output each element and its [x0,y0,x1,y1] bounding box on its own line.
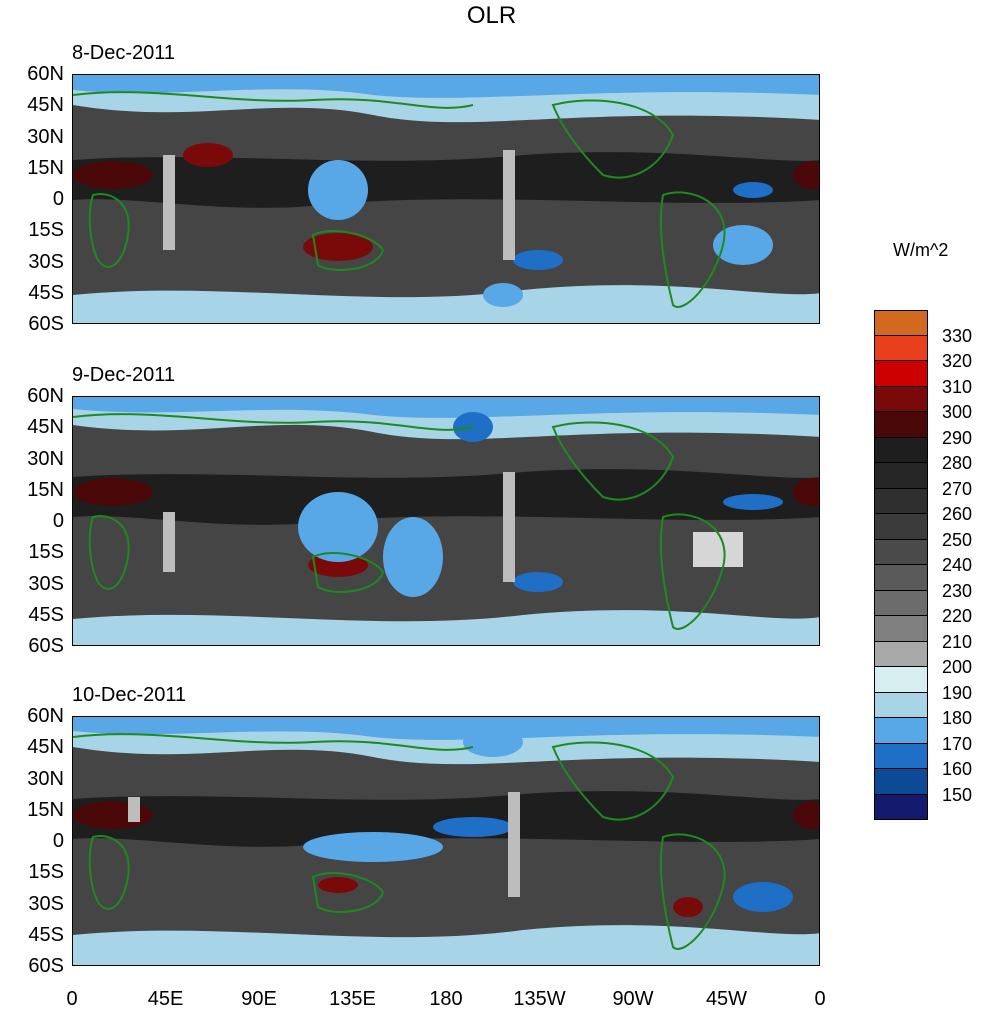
panel-2-date: 9-Dec-2011 [72,364,176,386]
colorbar-level-label: 270 [942,478,973,499]
map-panel-2 [72,396,820,646]
lat-label: 60N [27,705,64,727]
panel-3-date: 10-Dec-2011 [72,684,187,706]
colorbar-level-label: 170 [942,733,973,754]
colorbar-swatch [874,335,928,361]
lon-label: 135E [329,988,376,1010]
colorbar-level-label: 320 [942,351,973,371]
lat-label: 30S [28,572,64,595]
lat-label: 0 [52,188,64,210]
colorbar-level-label: 280 [942,453,973,473]
lat-label: 45S [28,281,64,304]
colorbar-swatch [874,565,928,591]
olr-map-2 [72,396,820,646]
lon-label: 0 [66,988,78,1010]
olr-map-1 [72,74,820,324]
colorbar-swatch [874,386,928,412]
olr-field-3 [73,717,819,965]
lat-label: 15S [28,219,64,242]
colorbar-swatch [874,718,928,744]
colorbar-level-label: 250 [942,529,973,550]
colorbar-level-label: 160 [942,759,973,779]
colorbar-level-label: 330 [942,325,973,346]
olr-field-2 [73,397,819,645]
lat-label: 30N [27,767,64,790]
map-panel-1 [72,74,820,324]
lat-label: 15S [28,861,64,884]
colorbar-swatch [874,769,928,795]
colorbar-swatch [874,692,928,718]
lon-label: 90W [612,988,654,1010]
lat-label: 45N [27,416,64,439]
lon-label: 180 [429,988,463,1010]
colorbar-swatch [874,412,928,438]
colorbar-level-label: 310 [942,376,973,397]
lon-label: 90E [241,988,277,1010]
lat-label: 30S [28,892,64,915]
lat-label: 60S [28,313,64,335]
colorbar-swatch [874,641,928,667]
figure-title: OLR [466,2,517,29]
colorbar-swatch [874,361,928,387]
colorbar-level-label: 300 [942,402,973,422]
colorbar-swatch [874,539,928,565]
colorbar-level-label: 190 [942,682,973,703]
lat-label: 0 [52,510,64,532]
lat-label: 15N [27,156,64,179]
lon-label: 45W [705,988,748,1010]
colorbar-swatch [874,667,928,693]
lat-label: 45N [27,94,64,117]
lat-label: 15N [27,478,64,501]
colorbar-level-label: 180 [942,708,973,728]
colorbar-swatch [874,794,928,820]
lat-label: 15S [28,541,64,564]
lat-label: 30N [27,125,64,148]
colorbar-swatch [874,514,928,540]
colorbar-swatch [874,743,928,769]
lat-label: 0 [52,830,64,852]
lat-label: 60S [28,955,64,977]
lon-label: 45E [147,988,184,1010]
lat-label: 60S [28,635,64,657]
lon-label: 135W [513,988,566,1010]
colorbar-level-label: 230 [942,580,973,601]
lat-label: 15N [27,798,64,821]
colorbar-level-label: 150 [942,784,973,805]
lat-label: 60N [27,385,64,407]
olr-map-3 [72,716,820,966]
colorbar [874,310,928,820]
lat-label: 30S [28,250,64,273]
olr-field-1 [73,75,819,323]
colorbar-swatch [874,616,928,642]
colorbar-level-label: 200 [942,657,973,677]
colorbar-level-label: 290 [942,427,973,448]
lat-label: 45S [28,923,64,946]
panel-1-date: 8-Dec-2011 [72,42,176,64]
colorbar-swatch [874,437,928,463]
colorbar-level-label: 210 [942,631,973,652]
colorbar-swatch [874,590,928,616]
colorbar-level-label: 220 [942,606,973,626]
lon-label: 0 [814,988,826,1010]
lat-label: 45N [27,736,64,759]
colorbar-level-label: 260 [942,504,973,524]
map-panel-3 [72,716,820,966]
colorbar-swatch [874,310,928,336]
colorbar-swatch [874,463,928,489]
lat-label: 45S [28,603,64,626]
lat-label: 30N [27,447,64,470]
colorbar-units: W/m^2 [893,240,949,260]
colorbar-level-label: 240 [942,555,973,575]
lat-label: 60N [27,63,64,85]
colorbar-swatch [874,488,928,514]
